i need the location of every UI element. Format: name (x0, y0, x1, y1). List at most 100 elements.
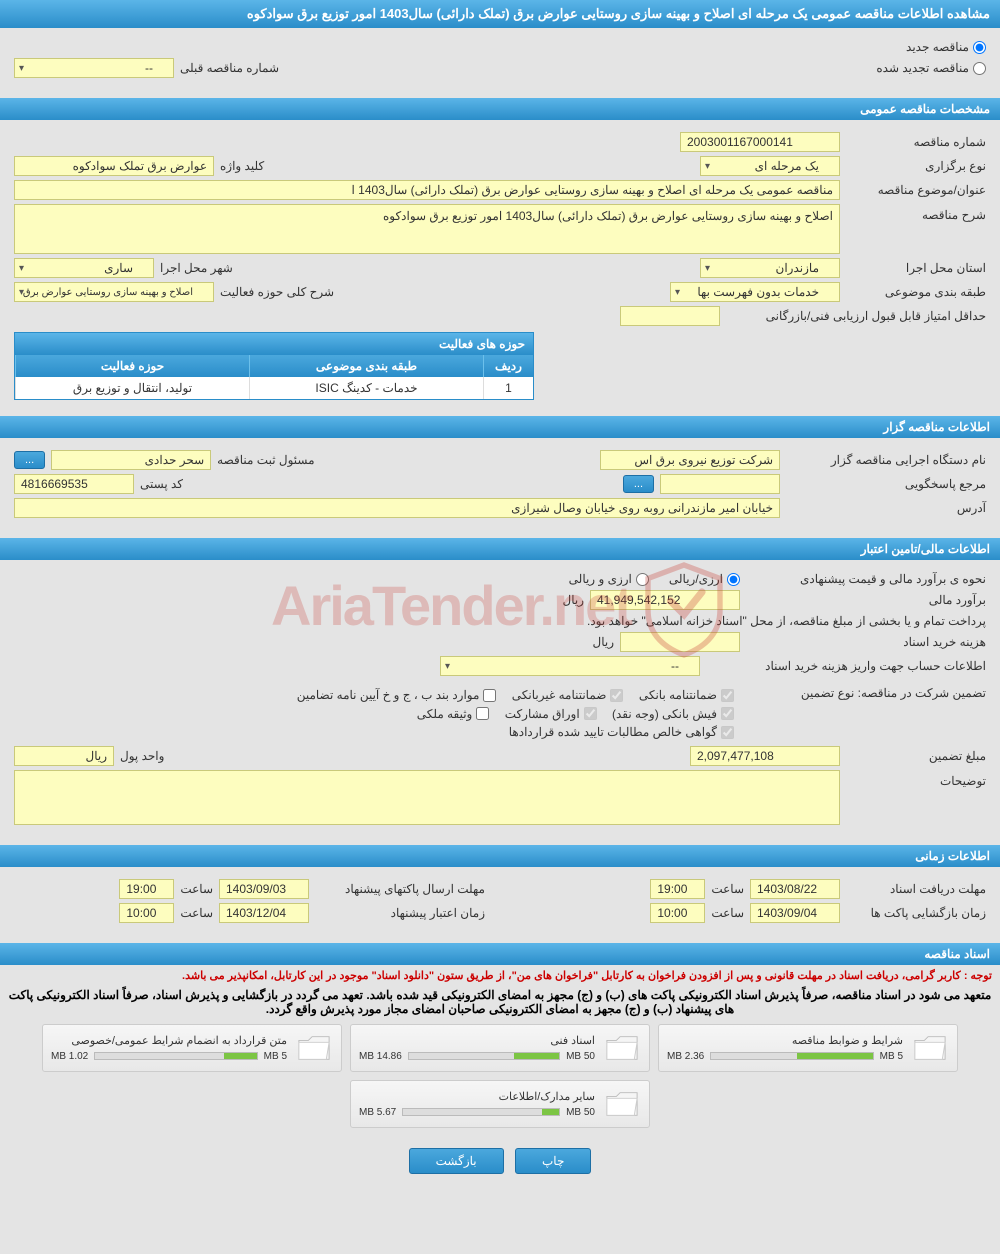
doc-card[interactable]: اسناد فنی 50 MB 14.86 MB (350, 1024, 650, 1072)
folder-icon (295, 1031, 333, 1065)
time-label-4: ساعت (180, 906, 213, 920)
officer-value: سحر حدادی (51, 450, 211, 470)
submit-time: 19:00 (119, 879, 174, 899)
col-act: حوزه فعالیت (15, 355, 249, 377)
chk-mortgage[interactable]: موارد بند ب ، ج و خ آیین نامه تضامین (297, 688, 497, 702)
doc-size: 2.36 MB (667, 1051, 704, 1062)
prev-number-select[interactable]: -- (14, 58, 174, 78)
print-button[interactable]: چاپ (515, 1148, 591, 1174)
city-select[interactable]: ساری (14, 258, 154, 278)
radio-renewed[interactable]: مناقصه تجدید شده (876, 61, 986, 75)
radio-new-label: مناقصه جدید (906, 40, 969, 54)
doc-card[interactable]: شرایط و ضوابط مناقصه5 MB2.36 MB (658, 1024, 958, 1072)
more-button[interactable]: ... (14, 451, 45, 469)
doc-title: سایر مدارک/اطلاعات (359, 1090, 595, 1103)
doc-grid: شرایط و ضوابط مناقصه5 MB2.36 MBاسناد فنی… (0, 1018, 1000, 1134)
radio-renewed-label: مناقصه تجدید شده (876, 61, 969, 75)
cunit-label: واحد پول (120, 749, 164, 763)
note-red: توجه : کاربر گرامی، دریافت اسناد در مهلت… (0, 965, 1000, 986)
estimate-value: 41,949,542,152 (590, 590, 740, 610)
receive-date: 1403/08/22 (750, 879, 840, 899)
scope-label: شرح کلی حوزه فعالیت (220, 285, 334, 299)
section-financial: اطلاعات مالی/تامین اعتبار (0, 538, 1000, 560)
doc-card[interactable]: سایر مدارک/اطلاعات50 MB5.67 MB (350, 1080, 650, 1128)
doc-max: 5 MB (264, 1051, 287, 1062)
category-select[interactable]: خدمات بدون فهرست بها (670, 282, 840, 302)
radio-rial[interactable]: ارزی/ریالی (669, 572, 740, 586)
doc-title: متن قرارداد به انضمام شرایط عمومی/خصوصی (51, 1034, 287, 1047)
account-label: اطلاعات حساب جهت واریز هزینه خرید اسناد (706, 659, 986, 673)
cell-cat: خدمات - کدینگ ISIC (249, 377, 483, 399)
minscore-value (620, 306, 720, 326)
prev-number-label: شماره مناقصه قبلی (180, 61, 279, 75)
ref-value (660, 474, 780, 494)
number-value: 2003001167000141 (680, 132, 840, 152)
radio-new[interactable]: مناقصه جدید (906, 40, 986, 54)
postal-label: کد پستی (140, 477, 183, 491)
type-label: نوع برگزاری (846, 159, 986, 173)
rial-unit-1: ریال (562, 593, 584, 607)
rial-unit-2: ریال (592, 635, 614, 649)
estimate-label: برآورد مالی (746, 593, 986, 607)
account-select[interactable]: -- (440, 656, 700, 676)
doc-title: اسناد فنی (359, 1034, 595, 1047)
time-label-1: ساعت (711, 882, 744, 896)
open-label: زمان بازگشایی پاکت ها (846, 906, 986, 920)
activity-table: حوزه های فعالیت ردیف طبقه بندی موضوعی حو… (14, 332, 534, 400)
ref-more-button[interactable]: ... (623, 475, 654, 493)
province-select[interactable]: مازندران (700, 258, 840, 278)
category-label: طبقه بندی موضوعی (846, 285, 986, 299)
page-title: مشاهده اطلاعات مناقصه عمومی یک مرحله ای … (0, 0, 1000, 28)
doccost-label: هزینه خرید اسناد (746, 635, 986, 649)
chk-property[interactable]: وثیقه ملکی (417, 707, 490, 721)
doc-max: 50 MB (566, 1107, 595, 1118)
doc-card[interactable]: متن قرارداد به انضمام شرایط عمومی/خصوصی 5… (42, 1024, 342, 1072)
doccost-value (620, 632, 740, 652)
validity-date: 1403/12/04 (219, 903, 309, 923)
receive-label: مهلت دریافت اسناد (846, 882, 986, 896)
doc-max: 5 MB (880, 1051, 903, 1062)
chk-cert[interactable]: گواهی خالص مطالبات تایید شده قراردادها (509, 725, 734, 739)
receive-time: 19:00 (650, 879, 705, 899)
gamount-label: مبلغ تضمین (846, 749, 986, 763)
chk-nonbank[interactable]: ضمانتنامه غیربانکی (512, 688, 624, 702)
doc-max: 50 MB (566, 1051, 595, 1062)
status-block: مناقصه جدید مناقصه تجدید شده شماره مناقص… (0, 28, 1000, 90)
remarks-value (14, 770, 840, 825)
doc-bar-track (402, 1108, 560, 1116)
ref-label: مرجع پاسخگویی (786, 477, 986, 491)
doc-size: 14.86 MB (359, 1051, 402, 1062)
section-general: مشخصات مناقصه عمومی (0, 98, 1000, 120)
chk-cash[interactable]: فیش بانکی (وجه نقد) (612, 707, 734, 721)
time-label-2: ساعت (711, 906, 744, 920)
chk-bank[interactable]: ضمانتنامه بانکی (639, 688, 734, 702)
submit-label: مهلت ارسال پاکتهای پیشنهاد (315, 882, 485, 896)
payment-note: پرداخت تمام و یا بخشی از مبلغ مناقصه، از… (587, 614, 986, 628)
type-select[interactable]: یک مرحله ای (700, 156, 840, 176)
minscore-label: حداقل امتیاز قابل قبول ارزیابی فنی/بازرگ… (726, 309, 986, 323)
back-button[interactable]: بازگشت (409, 1148, 504, 1174)
scope-select[interactable]: اصلاح و بهینه سازی روستایی عوارض برق (14, 282, 214, 302)
subject-value: مناقصه عمومی یک مرحله ای اصلاح و بهینه س… (14, 180, 840, 200)
cell-idx: 1 (483, 377, 533, 399)
keyword-label: کلید واژه (220, 159, 264, 173)
activity-table-title: حوزه های فعالیت (15, 333, 533, 355)
time-label-3: ساعت (180, 882, 213, 896)
note-black: متعهد می شود در اسناد مناقصه، صرفاً پذیر… (0, 986, 1000, 1018)
city-label: شهر محل اجرا (160, 261, 233, 275)
doc-bar-track (408, 1052, 560, 1060)
org-label: نام دستگاه اجرایی مناقصه گزار (786, 453, 986, 467)
col-cat: طبقه بندی موضوعی (249, 355, 483, 377)
chk-bonds[interactable]: اوراق مشارکت (505, 707, 597, 721)
folder-icon (603, 1031, 641, 1065)
province-label: استان محل اجرا (846, 261, 986, 275)
section-documents: اسناد مناقصه (0, 943, 1000, 965)
guarantee-label: تضمین شرکت در مناقصه: نوع تضمین (746, 686, 986, 700)
address-label: آدرس (786, 501, 986, 515)
section-timing: اطلاعات زمانی (0, 845, 1000, 867)
submit-date: 1403/09/03 (219, 879, 309, 899)
gamount-value: 2,097,477,108 (690, 746, 840, 766)
col-idx: ردیف (483, 355, 533, 377)
cell-act: تولید، انتقال و توزیع برق (15, 377, 249, 399)
radio-currency[interactable]: ارزی و ریالی (569, 572, 649, 586)
